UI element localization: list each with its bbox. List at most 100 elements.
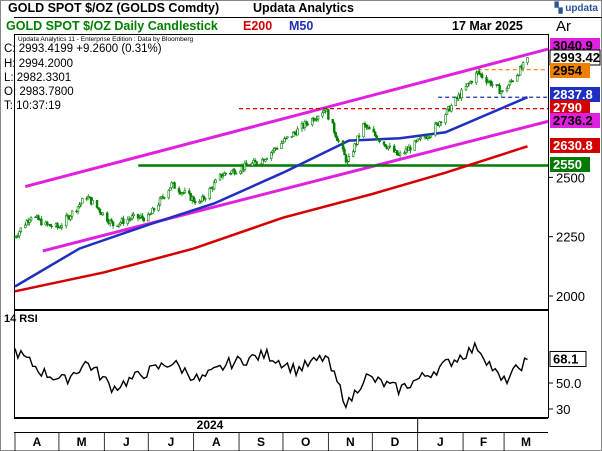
candle-body [470, 81, 474, 83]
candle-body [347, 156, 351, 162]
level-label: 2630.8 [553, 138, 593, 153]
candle-body [290, 136, 293, 138]
level-label: 2837.8 [553, 87, 593, 102]
y-tick-label: 2250 [556, 230, 585, 245]
candle-body [239, 170, 242, 174]
candle-body [296, 128, 299, 136]
candle-body [344, 154, 348, 163]
ohlc-time: T: 10:37:19 [4, 100, 61, 112]
candle-body [177, 188, 181, 193]
candle-body [477, 70, 481, 74]
candle-body [485, 77, 488, 83]
candle-body [18, 231, 21, 237]
level-box [550, 38, 600, 53]
price-plot [13, 47, 549, 293]
channel-lower-line [42, 119, 549, 253]
level-label: 3040.9 [553, 38, 593, 53]
candle-body [497, 84, 500, 86]
candle-body [501, 90, 504, 92]
candle-body [409, 146, 412, 151]
candle-body [221, 175, 225, 178]
candle-body [271, 150, 274, 153]
candle-body [489, 80, 493, 86]
candle-body [214, 179, 217, 184]
candle-body [208, 188, 211, 199]
candle-body [212, 182, 216, 190]
candle-body [466, 83, 469, 87]
month-label: N [346, 435, 355, 449]
candle-body [270, 152, 273, 159]
ohlc-low: L: 2982.3301 [4, 72, 72, 84]
month-label: A [33, 435, 42, 449]
candle-body [111, 221, 115, 227]
candle-body [122, 218, 125, 225]
candle-body [343, 148, 346, 156]
candle-body [234, 172, 238, 175]
candle-body [138, 217, 141, 219]
candle-body [48, 223, 52, 227]
candle-body [119, 222, 122, 225]
candle-body [70, 210, 74, 217]
candle-body [50, 225, 53, 228]
candle-body [142, 217, 146, 222]
rsi-tick-label: 50.0 [556, 376, 581, 391]
candle-body [454, 97, 457, 106]
candle-body [95, 200, 99, 208]
candle-body [46, 221, 49, 225]
main-panel-frame [14, 34, 549, 310]
month-label: F [480, 435, 487, 449]
month-label: D [391, 435, 400, 449]
candle-body [192, 196, 195, 202]
candle-body [491, 84, 494, 86]
candle-body [384, 144, 387, 148]
chart-title: GOLD SPOT $/OZ Daily Candlestick [6, 19, 218, 33]
candle-body [78, 204, 81, 207]
candle-body [132, 213, 135, 216]
rsi-line [14, 340, 528, 410]
candle-body [403, 152, 406, 154]
instrument-title: GOLD SPOT $/OZ (GOLDS Comdty) [8, 1, 220, 15]
candle-body [173, 182, 176, 189]
candle-body [198, 201, 201, 204]
scale-label: Ar [556, 18, 571, 35]
candle-body [475, 72, 478, 83]
candle-body [479, 73, 482, 75]
candle-body [230, 170, 233, 174]
candle-body [224, 172, 228, 175]
candle-body [16, 235, 20, 237]
candle-body [81, 198, 84, 204]
candle-body [28, 219, 31, 223]
candle-body [251, 162, 254, 167]
candle-body [182, 192, 185, 194]
month-label: A [212, 435, 221, 449]
candle-body [204, 198, 207, 200]
candle-body [233, 169, 236, 175]
candle-body [499, 91, 503, 94]
candle-body [56, 223, 59, 228]
candle-body [434, 123, 437, 136]
candle-body [255, 161, 258, 165]
candle-body [152, 207, 156, 211]
month-label: M [521, 435, 531, 449]
candle-body [76, 206, 80, 212]
candle-body [202, 196, 206, 200]
candle-body [508, 80, 512, 86]
candle-body [395, 150, 399, 156]
candle-body [352, 151, 355, 157]
chart-date: 17 Mar 2025 [452, 19, 523, 33]
candle-body [311, 117, 314, 126]
candle-body [253, 159, 257, 162]
year-label: 2024 [197, 418, 224, 432]
candle-body [322, 110, 326, 114]
month-label: J [168, 435, 175, 449]
candle-body [15, 236, 18, 238]
candle-body [34, 216, 37, 219]
month-label: J [123, 435, 130, 449]
candle-body [505, 88, 509, 91]
rsi-tick-label: 30 [556, 402, 570, 417]
month-label: S [257, 435, 265, 449]
candle-body [283, 138, 286, 143]
candle-body [428, 136, 431, 139]
